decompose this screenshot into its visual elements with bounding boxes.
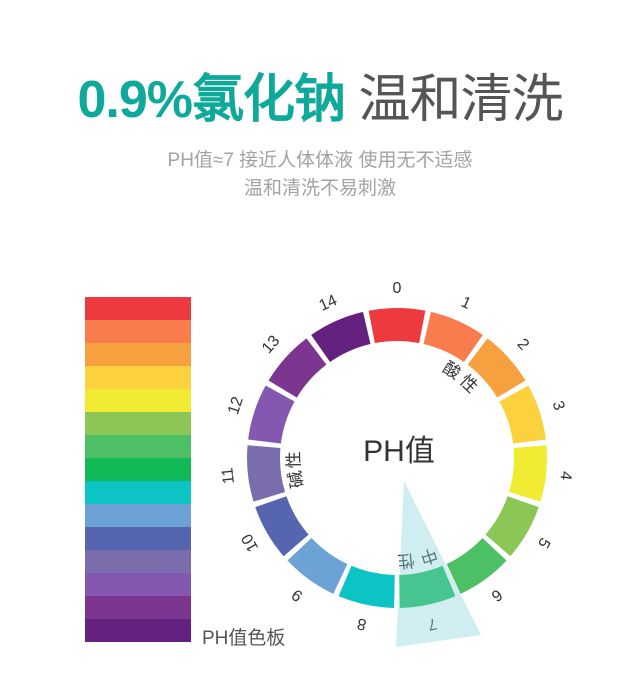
svg-text:3: 3 — [549, 399, 568, 413]
svg-text:14: 14 — [317, 292, 340, 315]
svg-text:2: 2 — [513, 336, 532, 354]
svg-text:6: 6 — [488, 585, 505, 604]
svg-text:9: 9 — [289, 585, 306, 604]
svg-text:性: 性 — [456, 371, 481, 396]
svg-text:8: 8 — [356, 614, 368, 633]
svg-text:12: 12 — [225, 395, 247, 417]
svg-text:11: 11 — [219, 466, 238, 484]
svg-text:PH值: PH值 — [363, 435, 435, 468]
svg-text:1: 1 — [458, 294, 473, 313]
svg-text:碱: 碱 — [285, 469, 307, 490]
svg-text:4: 4 — [556, 470, 574, 481]
svg-text:5: 5 — [534, 535, 553, 551]
svg-text:10: 10 — [239, 531, 263, 555]
svg-text:性: 性 — [284, 451, 303, 468]
svg-text:13: 13 — [259, 332, 284, 357]
svg-text:0: 0 — [393, 280, 402, 297]
